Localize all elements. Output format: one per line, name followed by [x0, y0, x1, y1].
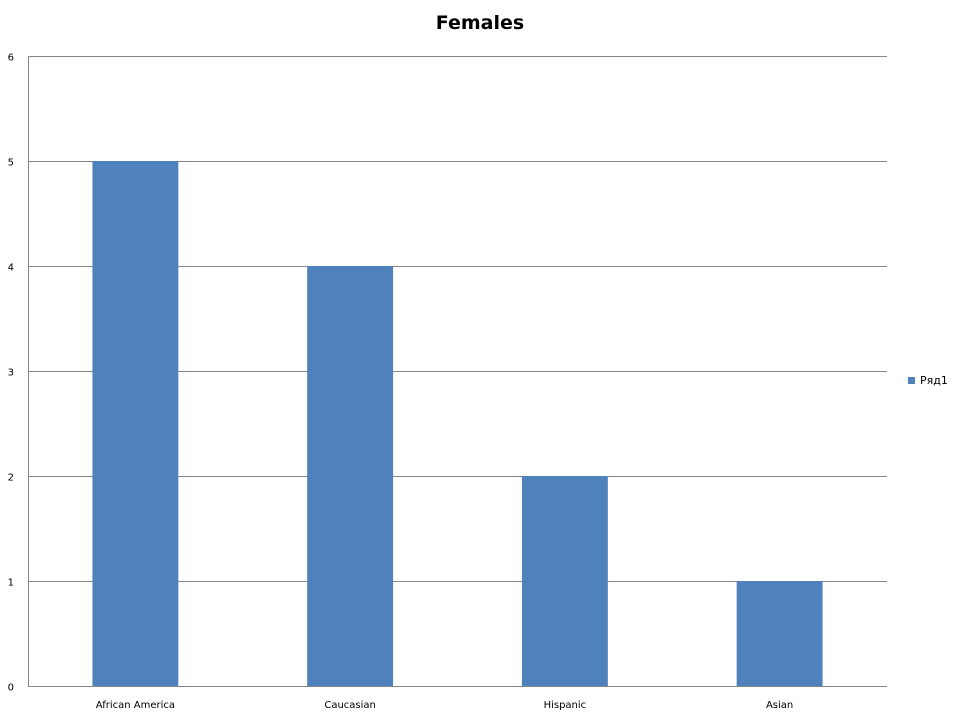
- y-tick-label: 0: [8, 683, 14, 694]
- y-tick-label: 1: [8, 578, 14, 589]
- chart-title: Females: [435, 12, 525, 34]
- x-tick-label: African America: [96, 700, 175, 711]
- y-tick-label: 2: [8, 473, 14, 484]
- bar-caucasian: [307, 266, 394, 686]
- y-tick-label: 6: [8, 53, 14, 64]
- bars: [92, 161, 823, 686]
- legend: Ряд1: [908, 374, 948, 387]
- y-axis-tick-labels: 0 1 2 3 4 5 6: [8, 53, 14, 694]
- x-tick-label: Asian: [766, 700, 793, 711]
- x-axis-tick-labels: African America Caucasian Hispanic Asian: [96, 700, 794, 711]
- legend-label: Ряд1: [920, 374, 948, 387]
- bar-asian: [736, 581, 823, 686]
- x-tick-label: Hispanic: [544, 700, 587, 711]
- x-tick-label: Caucasian: [324, 700, 376, 711]
- y-tick-label: 4: [8, 263, 14, 274]
- bar-african-america: [92, 161, 179, 686]
- y-tick-label: 3: [8, 368, 14, 379]
- gridlines: [28, 56, 887, 687]
- y-tick-label: 5: [8, 158, 14, 169]
- legend-swatch: [908, 377, 915, 384]
- bar-hispanic: [521, 476, 608, 686]
